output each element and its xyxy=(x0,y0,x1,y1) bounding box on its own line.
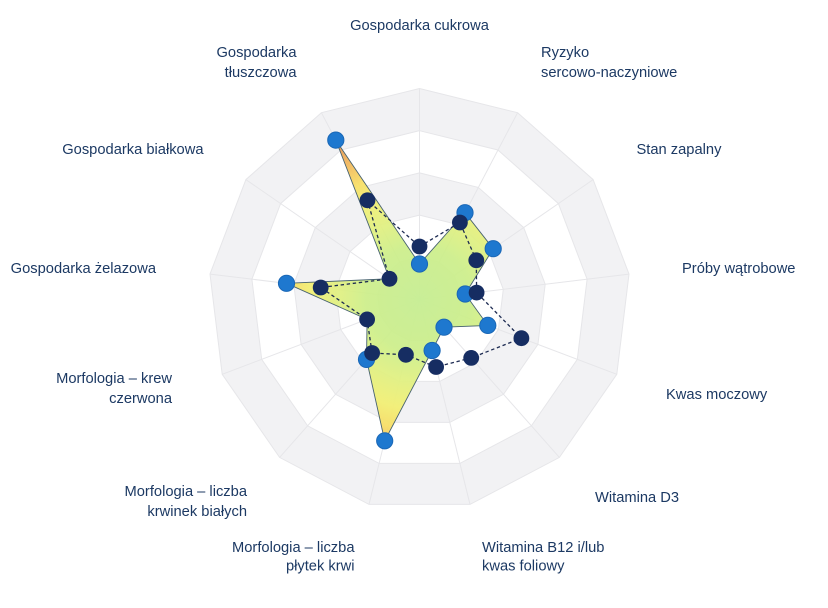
svg-text:Morfologia – krew: Morfologia – krew xyxy=(56,371,172,387)
svg-text:Gospodarka: Gospodarka xyxy=(216,45,297,61)
svg-text:Ryzyko: Ryzyko xyxy=(541,45,589,61)
svg-text:Gospodarka żelazowa: Gospodarka żelazowa xyxy=(11,261,157,277)
svg-text:sercowo-naczyniowe: sercowo-naczyniowe xyxy=(541,65,677,81)
svg-text:Próby wątrobowe: Próby wątrobowe xyxy=(682,261,795,277)
svg-text:Witamina D3: Witamina D3 xyxy=(595,490,679,506)
svg-text:Stan zapalny: Stan zapalny xyxy=(637,142,723,158)
svg-text:Gospodarka cukrowa: Gospodarka cukrowa xyxy=(350,18,490,34)
svg-text:Morfologia – liczba: Morfologia – liczba xyxy=(232,540,355,556)
svg-text:Kwas moczowy: Kwas moczowy xyxy=(666,387,768,403)
svg-text:tłuszczowa: tłuszczowa xyxy=(225,65,298,81)
svg-text:czerwona: czerwona xyxy=(109,391,173,407)
svg-text:krwinek białych: krwinek białych xyxy=(147,504,247,520)
svg-text:Morfologia – liczba: Morfologia – liczba xyxy=(125,484,248,500)
svg-text:Witamina B12 i/lub: Witamina B12 i/lub xyxy=(482,540,604,556)
svg-text:płytek krwi: płytek krwi xyxy=(286,559,355,575)
svg-text:Gospodarka białkowa: Gospodarka białkowa xyxy=(62,142,204,158)
svg-text:kwas foliowy: kwas foliowy xyxy=(482,559,565,575)
